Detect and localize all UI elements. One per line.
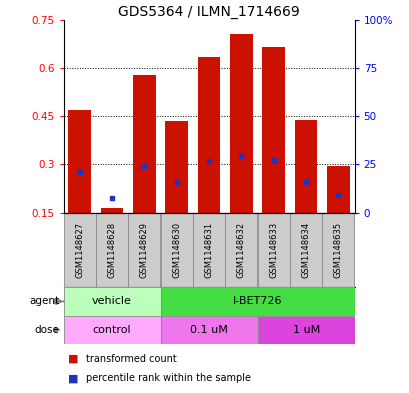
Bar [326, 166, 349, 213]
Bar [101, 208, 123, 213]
Bar [294, 119, 317, 213]
Text: GSM1148635: GSM1148635 [333, 222, 342, 278]
Bar [63, 213, 95, 287]
Bar [262, 47, 284, 213]
Bar [160, 213, 192, 287]
Text: GSM1148634: GSM1148634 [301, 222, 310, 278]
Bar [63, 316, 160, 344]
Text: agent: agent [29, 296, 59, 307]
Text: GSM1148630: GSM1148630 [172, 222, 181, 278]
Text: GSM1148631: GSM1148631 [204, 222, 213, 278]
Text: percentile rank within the sample: percentile rank within the sample [86, 373, 250, 384]
Text: I-BET726: I-BET726 [232, 296, 282, 307]
Text: dose: dose [34, 325, 59, 335]
Text: GSM1148632: GSM1148632 [236, 222, 245, 278]
Bar [68, 110, 91, 213]
Bar [257, 213, 289, 287]
Text: ■: ■ [67, 354, 78, 364]
Text: transformed count: transformed count [86, 354, 176, 364]
Bar [63, 287, 160, 316]
Text: vehicle: vehicle [92, 296, 132, 307]
Bar [160, 287, 354, 316]
Bar [197, 57, 220, 213]
Text: 1 uM: 1 uM [292, 325, 319, 335]
Bar [193, 213, 225, 287]
Bar [160, 316, 257, 344]
Text: GSM1148628: GSM1148628 [107, 222, 116, 278]
Text: ■: ■ [67, 373, 78, 384]
Text: control: control [92, 325, 131, 335]
Bar [133, 75, 155, 213]
Bar [229, 35, 252, 213]
Bar [290, 213, 321, 287]
Text: GSM1148629: GSM1148629 [139, 222, 148, 278]
Bar [322, 213, 354, 287]
Text: GSM1148627: GSM1148627 [75, 222, 84, 278]
Bar [128, 213, 160, 287]
Text: GSM1148633: GSM1148633 [269, 222, 278, 278]
Text: 0.1 uM: 0.1 uM [190, 325, 227, 335]
Bar [225, 213, 257, 287]
Bar [257, 316, 354, 344]
Title: GDS5364 / ILMN_1714669: GDS5364 / ILMN_1714669 [118, 5, 299, 19]
Bar [96, 213, 128, 287]
Bar [165, 121, 188, 213]
